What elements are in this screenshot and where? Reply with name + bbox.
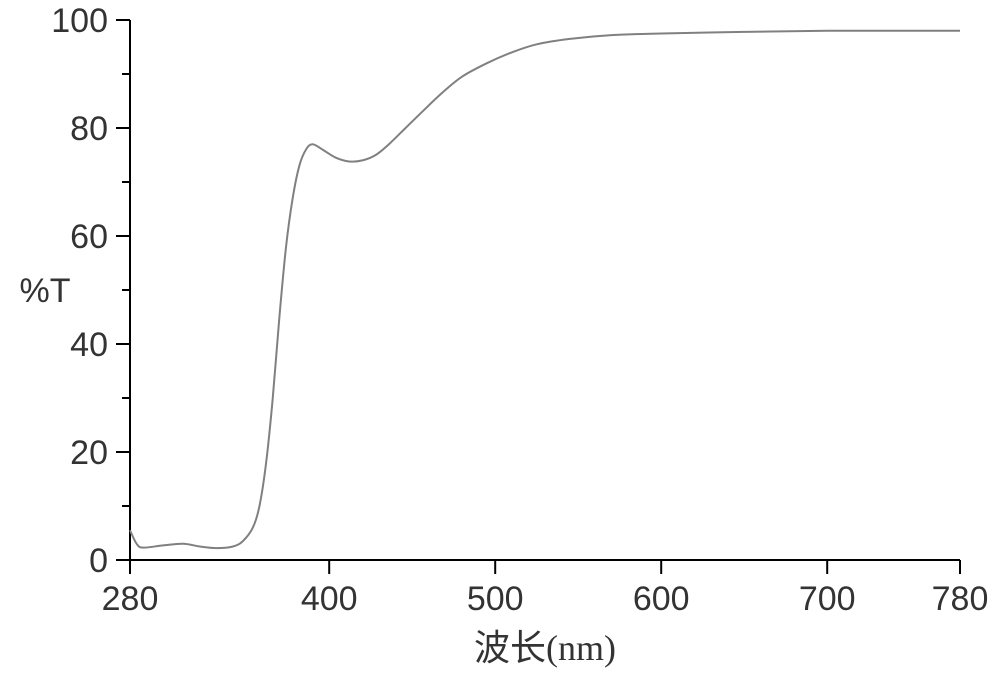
transmittance-chart: 0 20 40 60 80 100 %T 280 400 500 600 700 780 波长(nm) bbox=[0, 0, 1000, 679]
x-axis-title: 波长(nm) bbox=[474, 628, 616, 668]
x-tick-label: 700 bbox=[799, 580, 856, 618]
x-tick-label: 780 bbox=[932, 580, 989, 618]
y-tick-label: 0 bbox=[89, 542, 108, 580]
y-tick-label: 20 bbox=[70, 434, 108, 472]
y-tick-label: 40 bbox=[70, 326, 108, 364]
x-tick-label: 400 bbox=[301, 580, 358, 618]
y-axis-title: %T bbox=[20, 272, 71, 310]
x-tick-label: 280 bbox=[102, 580, 159, 618]
transmittance-curve bbox=[130, 31, 960, 548]
x-tick-label: 600 bbox=[633, 580, 690, 618]
y-tick-label: 80 bbox=[70, 110, 108, 148]
y-tick-label: 60 bbox=[70, 218, 108, 256]
chart-svg: 0 20 40 60 80 100 %T 280 400 500 600 700 780 波长(nm) bbox=[0, 0, 1000, 679]
x-tick-label: 500 bbox=[467, 580, 524, 618]
y-tick-label: 100 bbox=[51, 2, 108, 40]
